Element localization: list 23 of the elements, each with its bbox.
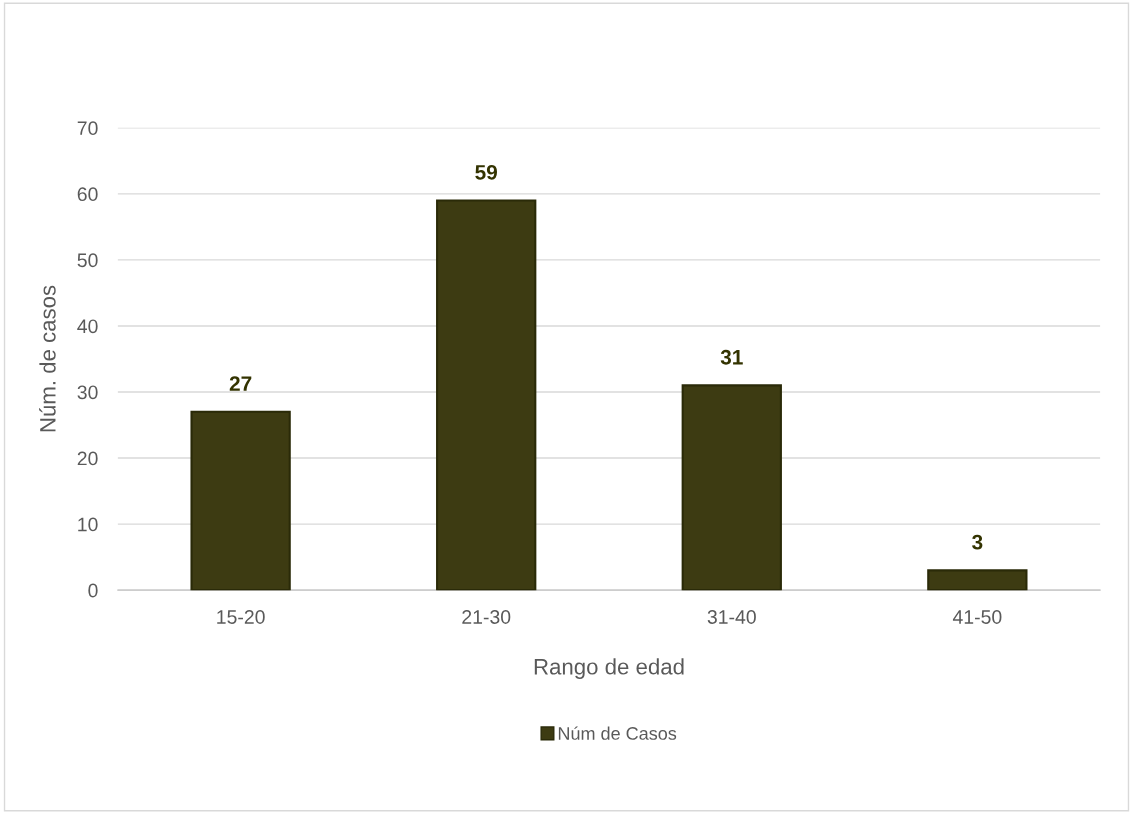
bar [190,410,291,591]
y-tick-label: 20 [77,451,98,466]
data-label: 59 [475,164,498,180]
bar [927,569,1028,591]
data-label: 31 [720,349,743,365]
bar [681,384,782,591]
x-tick-label: 21-30 [462,610,511,624]
bar [436,199,537,591]
legend-label: Núm de Casos [558,726,677,740]
data-label: 27 [229,376,252,391]
y-tick-label: 50 [77,253,98,268]
x-tick-label: 15-20 [217,610,265,624]
y-tick-label: 70 [77,121,98,136]
y-tick-label: 0 [88,583,98,598]
x-tick-label: 41-50 [952,610,1002,624]
y-tick-label: 10 [78,517,98,532]
data-label: 3 [972,534,983,550]
y-axis-title: Núm. de casos [39,285,56,432]
y-tick-label: 60 [77,187,98,202]
x-tick-label: 31-40 [707,610,756,624]
y-tick-label: 30 [77,385,98,400]
y-tick-label: 40 [77,319,98,334]
x-axis-title: Rango de edad [534,658,684,679]
